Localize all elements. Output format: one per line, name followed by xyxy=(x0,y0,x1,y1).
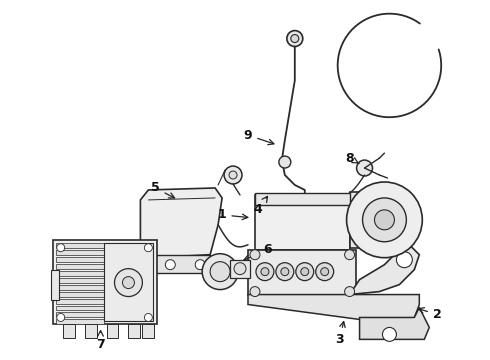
Text: 1: 1 xyxy=(218,208,248,221)
Circle shape xyxy=(145,314,152,321)
Bar xyxy=(349,192,390,248)
Circle shape xyxy=(122,276,134,289)
Circle shape xyxy=(250,287,260,297)
Bar xyxy=(56,298,103,303)
Circle shape xyxy=(115,269,143,297)
Bar xyxy=(106,324,119,338)
Bar xyxy=(56,278,103,283)
Bar xyxy=(56,257,103,262)
Bar xyxy=(255,193,349,205)
Circle shape xyxy=(396,252,413,268)
Circle shape xyxy=(383,328,396,341)
Circle shape xyxy=(287,31,303,46)
Circle shape xyxy=(291,35,299,42)
Circle shape xyxy=(296,263,314,280)
Text: 4: 4 xyxy=(253,196,268,216)
Circle shape xyxy=(301,268,309,276)
Text: 7: 7 xyxy=(96,330,105,351)
Circle shape xyxy=(261,268,269,276)
Bar xyxy=(85,324,97,338)
Circle shape xyxy=(321,268,329,276)
Bar xyxy=(53,240,157,324)
Circle shape xyxy=(281,268,289,276)
Circle shape xyxy=(165,260,175,270)
Circle shape xyxy=(316,263,334,280)
Circle shape xyxy=(357,160,372,176)
Text: 9: 9 xyxy=(244,129,274,145)
Polygon shape xyxy=(207,257,233,287)
Bar xyxy=(56,285,103,289)
Circle shape xyxy=(363,198,406,242)
Bar xyxy=(143,324,154,338)
Bar xyxy=(56,292,103,297)
Circle shape xyxy=(195,260,205,270)
Bar xyxy=(56,312,103,318)
Circle shape xyxy=(344,250,355,260)
Bar xyxy=(128,324,141,338)
Text: 2: 2 xyxy=(418,308,441,321)
Polygon shape xyxy=(248,294,419,324)
Text: 6: 6 xyxy=(244,243,272,260)
Circle shape xyxy=(229,171,237,179)
Bar xyxy=(56,243,103,248)
Circle shape xyxy=(145,244,152,252)
Bar xyxy=(255,195,349,250)
Bar xyxy=(248,250,356,294)
Polygon shape xyxy=(141,188,222,258)
Bar xyxy=(63,324,74,338)
Polygon shape xyxy=(360,307,429,339)
Bar xyxy=(56,271,103,276)
Circle shape xyxy=(210,262,230,282)
Text: 8: 8 xyxy=(345,152,359,165)
Bar xyxy=(230,260,250,278)
Circle shape xyxy=(57,314,65,321)
Circle shape xyxy=(234,263,246,275)
Text: 5: 5 xyxy=(151,181,174,198)
Circle shape xyxy=(224,166,242,184)
Text: 3: 3 xyxy=(335,321,345,346)
Circle shape xyxy=(202,254,238,289)
Bar xyxy=(51,270,59,300)
Polygon shape xyxy=(349,245,419,294)
Circle shape xyxy=(279,156,291,168)
Circle shape xyxy=(344,287,355,297)
Circle shape xyxy=(346,182,422,258)
Circle shape xyxy=(374,210,394,230)
Bar xyxy=(155,255,210,273)
Bar xyxy=(56,264,103,269)
Circle shape xyxy=(276,263,294,280)
Bar xyxy=(56,319,103,324)
Circle shape xyxy=(250,250,260,260)
Bar xyxy=(103,243,153,321)
Circle shape xyxy=(57,244,65,252)
Bar xyxy=(56,250,103,255)
Circle shape xyxy=(256,263,274,280)
Bar xyxy=(56,306,103,310)
